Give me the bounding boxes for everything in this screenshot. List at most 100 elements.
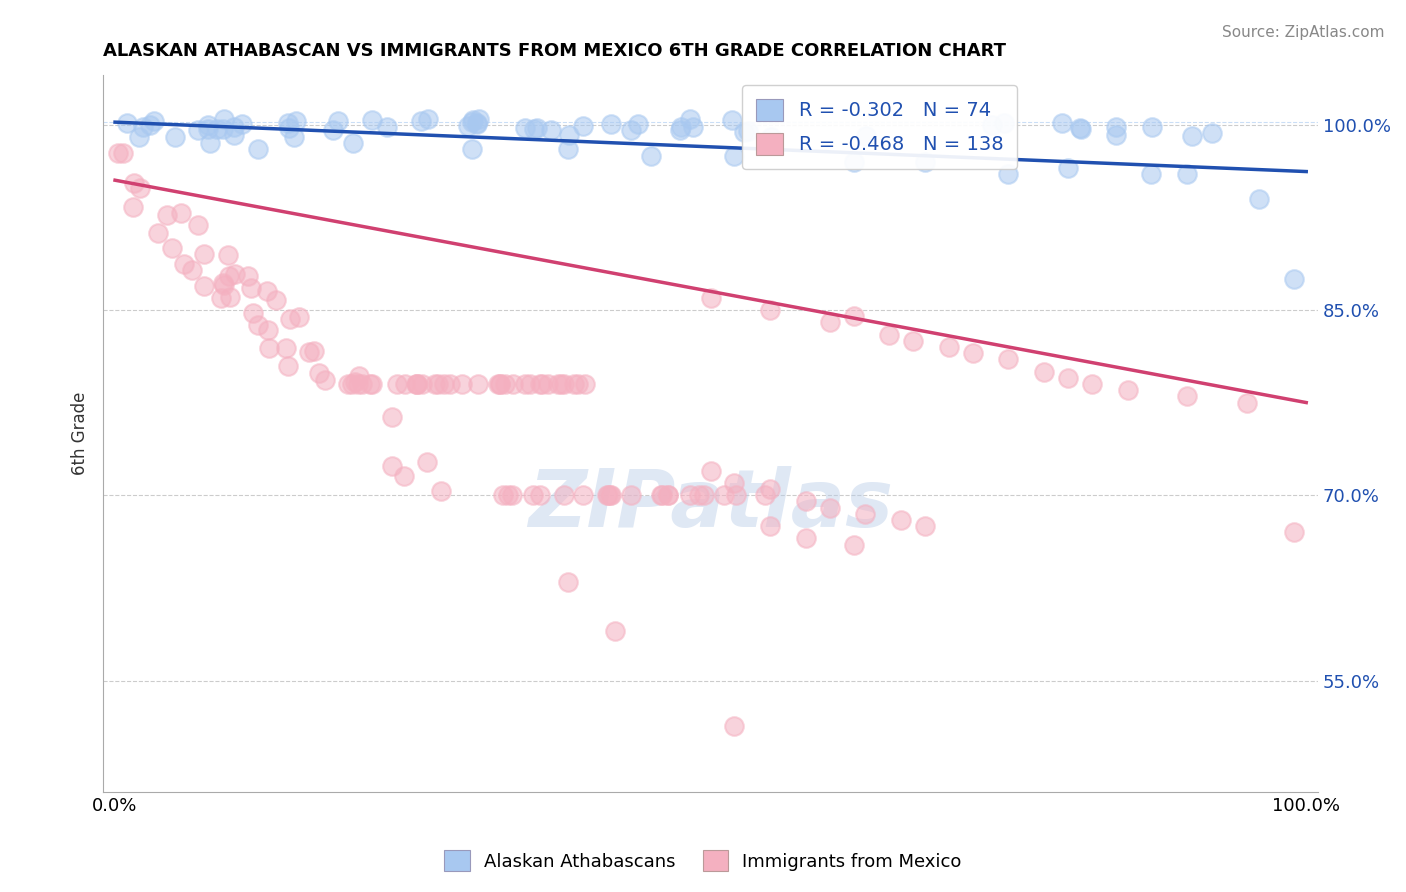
Point (494, 377, 516, 392)
Point (342, 136, 364, 150)
Point (596, 488, 619, 502)
Point (794, 532, 817, 546)
Point (1175, 389, 1198, 403)
Point (640, 148, 662, 162)
Point (938, 340, 960, 354)
Point (214, 112, 236, 126)
Point (671, 120, 693, 134)
Point (818, 315, 841, 329)
Point (457, 120, 479, 134)
Point (298, 345, 321, 359)
Point (425, 377, 447, 392)
Point (1284, 525, 1306, 540)
Point (855, 507, 877, 521)
Point (842, 154, 865, 169)
Y-axis label: 6th Grade: 6th Grade (72, 392, 89, 475)
Point (879, 327, 901, 342)
Point (193, 279, 215, 293)
Point (759, 482, 782, 496)
Point (394, 377, 416, 392)
Point (1140, 167, 1163, 181)
Point (246, 142, 269, 156)
Point (553, 377, 575, 392)
Point (993, 116, 1015, 130)
Point (278, 121, 301, 136)
Point (461, 142, 484, 156)
Point (489, 377, 512, 392)
Point (571, 488, 593, 502)
Point (222, 120, 245, 135)
Point (733, 125, 755, 139)
Point (169, 206, 191, 220)
Point (688, 488, 710, 502)
Point (256, 284, 278, 298)
Point (571, 119, 593, 133)
Point (650, 488, 672, 502)
Point (754, 488, 776, 502)
Point (242, 306, 264, 320)
Point (699, 291, 721, 305)
Point (121, 200, 143, 214)
Point (842, 309, 865, 323)
Point (361, 377, 384, 392)
Point (599, 488, 621, 502)
Point (451, 377, 474, 392)
Point (901, 334, 924, 348)
Point (187, 122, 209, 136)
Point (465, 116, 488, 130)
Point (429, 484, 451, 499)
Point (496, 488, 519, 502)
Point (1033, 365, 1056, 379)
Point (131, 120, 153, 135)
Point (605, 624, 627, 639)
Point (553, 488, 575, 502)
Point (285, 114, 308, 128)
Legend: Alaskan Athabascans, Immigrants from Mexico: Alaskan Athabascans, Immigrants from Mex… (437, 843, 969, 879)
Point (405, 377, 427, 392)
Point (1104, 120, 1126, 135)
Point (1236, 395, 1258, 409)
Point (962, 346, 984, 360)
Point (264, 293, 287, 307)
Point (997, 352, 1019, 367)
Point (557, 574, 579, 589)
Point (411, 113, 433, 128)
Point (914, 154, 936, 169)
Point (515, 120, 537, 135)
Point (526, 120, 548, 135)
Point (1175, 167, 1198, 181)
Point (699, 463, 721, 477)
Point (247, 318, 270, 332)
Point (276, 341, 298, 355)
Point (283, 130, 305, 145)
Point (117, 115, 139, 129)
Point (620, 123, 643, 137)
Point (467, 377, 489, 392)
Point (347, 376, 370, 391)
Point (277, 359, 299, 374)
Point (460, 115, 482, 129)
Point (488, 377, 510, 392)
Point (212, 278, 235, 293)
Point (433, 377, 456, 392)
Legend: R = -0.302   N = 74, R = -0.468   N = 138: R = -0.302 N = 74, R = -0.468 N = 138 (742, 85, 1017, 169)
Point (1142, 120, 1164, 134)
Point (522, 488, 544, 502)
Point (405, 377, 427, 392)
Text: ZIPatlas: ZIPatlas (529, 467, 893, 544)
Point (231, 117, 253, 131)
Point (406, 377, 429, 392)
Point (720, 113, 742, 128)
Point (547, 377, 569, 392)
Point (723, 475, 745, 490)
Point (502, 377, 524, 392)
Point (620, 488, 643, 502)
Point (523, 122, 546, 136)
Point (302, 343, 325, 358)
Point (128, 130, 150, 145)
Point (761, 129, 783, 144)
Point (197, 122, 219, 136)
Point (657, 488, 679, 502)
Point (492, 488, 515, 502)
Point (439, 377, 461, 392)
